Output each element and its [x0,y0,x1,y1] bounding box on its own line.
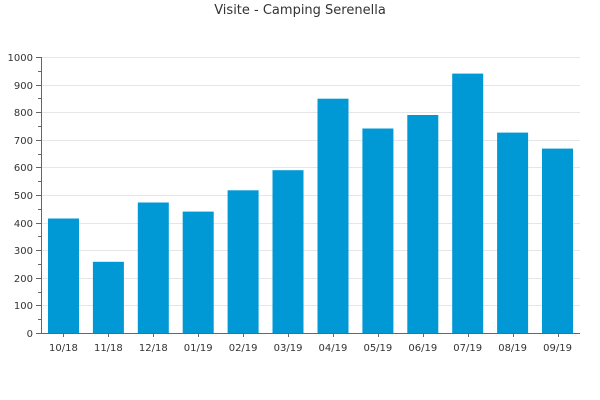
x-tick-labels: 10/18 11/18 12/18 01/19 02/19 03/19 04/19 05/19… [49,343,572,354]
bars [48,73,573,333]
y-tick-label: 600 [14,163,33,174]
bar [452,73,484,333]
bar [497,132,529,333]
bar [542,148,573,333]
axes [36,57,580,337]
x-tick-label: 03/19 [274,343,303,354]
x-tick-label: 12/18 [139,343,168,354]
chart-title: Visite - Camping Serenella [214,3,386,18]
x-tick-label: 01/19 [184,343,213,354]
x-tick-label: 05/19 [363,343,392,354]
y-tick-label: 300 [14,246,33,257]
bar [407,115,439,333]
x-tick-label: 10/18 [49,343,78,354]
x-tick-label: 06/19 [408,343,437,354]
bar [272,170,304,333]
x-tick-label: 07/19 [453,343,482,354]
x-tick-label: 02/19 [229,343,258,354]
y-tick-labels: 0 100 200 300 400 500 600 700 800 900 1000 [8,53,33,340]
y-tick-label: 200 [14,274,33,285]
y-tick-label: 700 [14,136,33,147]
y-tick-label: 100 [14,301,33,312]
y-tick-label: 400 [14,219,33,230]
bar [92,261,124,333]
y-tick-label: 500 [14,191,33,202]
y-tick-label: 1000 [8,53,33,64]
x-tick-label: 11/18 [94,343,123,354]
bar [137,202,169,333]
grid-lines [41,57,580,306]
bar [317,98,349,333]
bar [48,218,79,333]
bar [227,190,259,333]
x-tick-label: 08/19 [498,343,527,354]
y-tick-label: 800 [14,108,33,119]
x-tick-label: 04/19 [319,343,348,354]
bar [182,211,214,333]
x-tick-label: 09/19 [543,343,572,354]
y-tick-label: 0 [27,329,33,340]
y-tick-label: 900 [14,81,33,92]
bar [362,128,394,333]
